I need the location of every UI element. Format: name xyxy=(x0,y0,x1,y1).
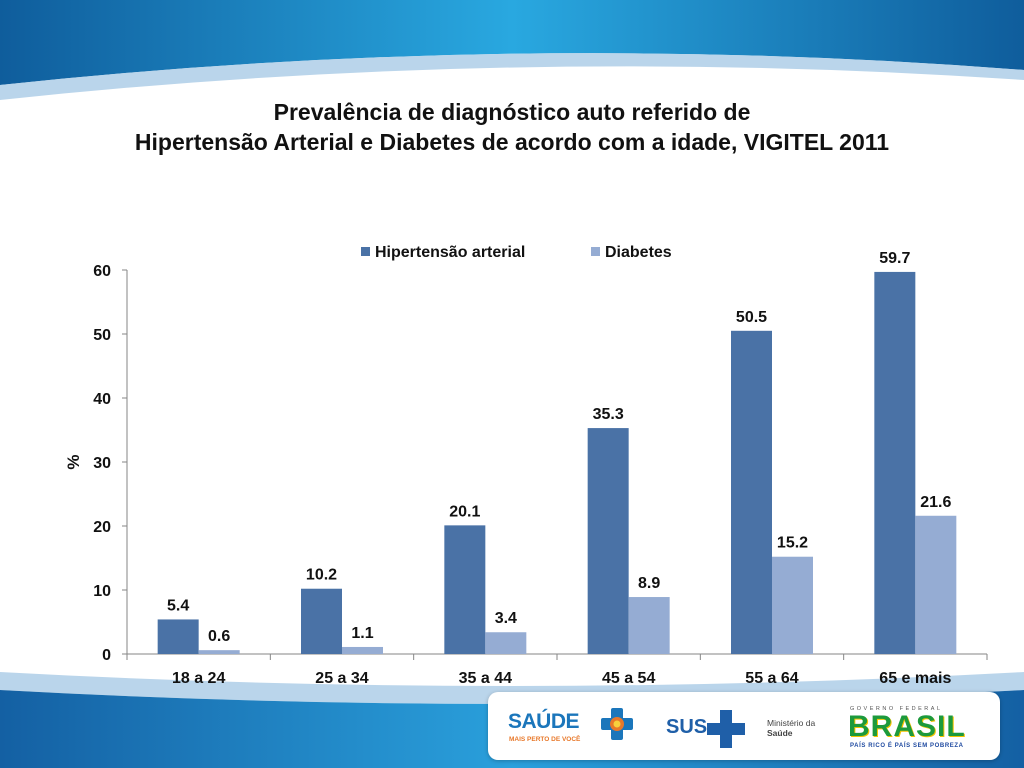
bar-hipertensao xyxy=(157,619,199,654)
x-tick-label: 65 e mais xyxy=(879,670,951,687)
data-label: 35.3 xyxy=(593,406,624,423)
footer-logos: SAÚDE MAIS PERTO DE VOCÊ SUS Ministério … xyxy=(488,692,1000,760)
saude-logo-tagline: MAIS PERTO DE VOCÊ xyxy=(509,736,581,743)
data-label: 15.2 xyxy=(777,535,808,552)
x-tick-label: 25 a 34 xyxy=(315,670,368,687)
bar-hipertensao xyxy=(301,588,342,654)
legend-swatch xyxy=(361,247,370,256)
ministerio-line2: Saúde xyxy=(767,728,793,738)
data-label: 0.6 xyxy=(208,628,230,645)
ministerio-logo: Ministério da Saúde xyxy=(767,718,815,738)
x-tick-label: 18 a 24 xyxy=(172,670,225,687)
data-label: 8.9 xyxy=(638,575,660,592)
y-tick-label: 60 xyxy=(93,263,111,280)
data-label: 50.5 xyxy=(736,309,767,326)
y-tick-label: 50 xyxy=(93,327,111,344)
bar-diabetes xyxy=(198,650,240,654)
y-tick-label: 30 xyxy=(93,455,111,472)
y-tick-label: 20 xyxy=(93,519,111,536)
bar-diabetes xyxy=(485,632,527,654)
bar-hipertensao xyxy=(874,271,916,654)
chart-title: Prevalência de diagnóstico auto referido… xyxy=(0,97,1024,157)
x-tick-label: 35 a 44 xyxy=(459,670,512,687)
legend-swatch xyxy=(591,247,600,256)
data-label: 20.1 xyxy=(449,503,480,520)
sus-cross-icon xyxy=(707,710,745,748)
bar-hipertensao xyxy=(444,525,486,654)
header-band xyxy=(0,0,1024,85)
sus-logo: SUS xyxy=(666,716,708,738)
bar-hipertensao xyxy=(587,428,629,654)
data-label: 3.4 xyxy=(495,610,517,627)
data-label: 1.1 xyxy=(351,625,373,642)
legend-label: Hipertensão arterial xyxy=(375,244,525,261)
data-label: 59.7 xyxy=(879,250,910,267)
bar-diabetes xyxy=(342,646,383,654)
data-label: 21.6 xyxy=(920,494,951,511)
ministerio-line1: Ministério da xyxy=(767,718,816,728)
bar-diabetes xyxy=(915,515,957,654)
brasil-logo: BRASIL xyxy=(848,710,966,743)
bar-hipertensao xyxy=(731,330,772,654)
chart-title-line2: Hipertensão Arterial e Diabetes de acord… xyxy=(134,129,890,155)
legend-label: Diabetes xyxy=(605,244,672,261)
y-tick-label: 10 xyxy=(93,583,111,600)
bar-diabetes xyxy=(772,556,813,654)
x-tick-label: 45 a 54 xyxy=(602,670,655,687)
y-tick-label: 0 xyxy=(102,647,111,664)
header-swoosh xyxy=(0,53,1024,100)
chart-title-line1: Prevalência de diagnóstico auto referido… xyxy=(273,99,751,125)
x-tick-label: 55 a 64 xyxy=(745,670,798,687)
brasil-logo-tagline: PAÍS RICO É PAÍS SEM POBREZA xyxy=(850,743,964,749)
governo-federal-label: GOVERNO FEDERAL xyxy=(850,706,943,712)
y-axis-label: % xyxy=(64,454,83,469)
y-tick-label: 40 xyxy=(93,391,111,408)
data-label: 5.4 xyxy=(167,597,189,614)
bar-diabetes xyxy=(628,597,670,654)
saude-cross-icon xyxy=(601,708,633,740)
saude-logo: SAÚDE xyxy=(508,710,580,733)
data-label: 10.2 xyxy=(306,567,337,584)
